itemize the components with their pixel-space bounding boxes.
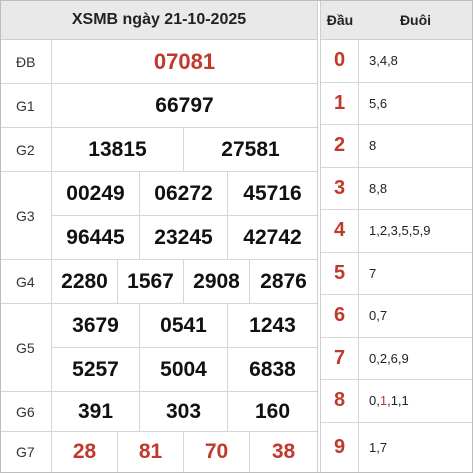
prize-label: G2 (1, 128, 52, 171)
prize-number: 0541 (140, 304, 228, 347)
prize-label: G7 (1, 432, 52, 472)
head-digit: 2 (321, 125, 359, 167)
prize-row-g3: G3 00249 06272 45716 96445 23245 42742 (1, 172, 317, 260)
tail-digit-text: ,1,1 (387, 393, 409, 409)
prize-number: 70 (184, 432, 250, 472)
prize-number: 1567 (118, 260, 184, 304)
prize-row-g7: G7 28 81 70 38 (1, 432, 317, 472)
page-title: XSMB ngày 21-10-2025 (1, 1, 317, 40)
loto-row: 8 0, 1,1,1 (321, 380, 472, 423)
prize-number: 27581 (221, 138, 280, 161)
loto-row: 3 8,8 (321, 167, 472, 210)
loto-row: 1 5,6 (321, 82, 472, 125)
prize-label: G3 (1, 172, 52, 259)
prize-number: 66797 (155, 94, 214, 117)
tail-digits: 0,2,6,9 (369, 350, 409, 366)
head-digit: 5 (321, 252, 359, 294)
head-digit: 8 (321, 380, 359, 422)
prize-number: 42742 (243, 226, 302, 249)
loto-row: 2 8 (321, 125, 472, 168)
tail-digits: 8,8 (369, 180, 388, 196)
prize-number: 2908 (184, 260, 250, 304)
head-digit: 9 (321, 422, 359, 472)
prize-number: 07081 (153, 49, 216, 74)
head-digit: 1 (321, 82, 359, 124)
prize-number: 00249 (52, 172, 140, 215)
prize-number: 38 (271, 440, 296, 463)
tail-digits: 0, 1,1,1 (359, 380, 472, 422)
prize-label: G6 (1, 392, 52, 431)
prize-row-g2: G2 13815 27581 (1, 128, 317, 172)
tail-digit-text: 0, (369, 393, 380, 409)
head-column-label: Đầu (326, 12, 354, 28)
prize-row-g5: G5 3679 0541 1243 5257 5004 6838 (1, 304, 317, 392)
tail-digit-highlight: 1 (379, 393, 388, 409)
loto-table: Đầu Đuôi 0 3,4,8 1 5,6 2 8 3 8,8 4 1,2,3… (321, 1, 472, 472)
prize-table: XSMB ngày 21-10-2025 ĐB 07081 G1 66797 G… (1, 1, 317, 472)
prize-number: 2280 (52, 260, 118, 304)
tail-digits: 5,6 (369, 95, 388, 111)
prize-label: G5 (1, 304, 52, 391)
head-digit: 3 (321, 167, 359, 209)
head-digit: 6 (321, 295, 359, 337)
prize-row-g1: G1 66797 (1, 84, 317, 128)
head-digit: 4 (321, 210, 359, 252)
column-divider (317, 1, 321, 472)
prize-label: G4 (1, 260, 52, 303)
tail-column-label: Đuôi (399, 12, 432, 28)
prize-number: 6838 (249, 358, 296, 381)
head-digit: 7 (321, 337, 359, 379)
loto-row: 4 1,2,3,5,5,9 (321, 210, 472, 253)
loto-header: Đầu Đuôi (321, 1, 472, 40)
prize-label: G1 (1, 84, 52, 127)
prize-label: ĐB (1, 40, 52, 83)
tail-digits: 1,2,3,5,5,9 (369, 223, 431, 239)
prize-number: 96445 (52, 216, 140, 260)
prize-number: 1243 (249, 313, 296, 337)
tail-digits: 7 (369, 265, 377, 281)
loto-row: 7 0,2,6,9 (321, 337, 472, 380)
prize-row-g6: G6 391 303 160 (1, 392, 317, 432)
loto-row: 9 1,7 (321, 422, 472, 472)
loto-row: 6 0,7 (321, 295, 472, 338)
prize-number: 81 (118, 432, 184, 472)
prize-number: 5257 (52, 348, 140, 392)
prize-number: 06272 (140, 172, 228, 215)
prize-row-g4: G4 2280 1567 2908 2876 (1, 260, 317, 304)
prize-number: 28 (52, 432, 118, 472)
prize-number: 391 (52, 392, 140, 432)
tail-digits: 8 (369, 138, 377, 154)
head-digit: 0 (321, 40, 359, 82)
prize-number: 45716 (243, 181, 302, 205)
tail-digits: 3,4,8 (369, 53, 398, 69)
prize-number: 2876 (260, 270, 307, 293)
prize-number: 23245 (140, 216, 228, 260)
prize-number: 303 (140, 392, 228, 432)
loto-row: 0 3,4,8 (321, 40, 472, 83)
loto-row: 5 7 (321, 252, 472, 295)
tail-digits: 0,7 (369, 308, 388, 324)
prize-number: 13815 (52, 128, 184, 172)
prize-number: 5004 (140, 348, 228, 392)
prize-number: 3679 (52, 304, 140, 347)
tail-digits: 1,7 (369, 439, 388, 455)
prize-row-db: ĐB 07081 (1, 40, 317, 84)
prize-number: 160 (254, 400, 291, 423)
